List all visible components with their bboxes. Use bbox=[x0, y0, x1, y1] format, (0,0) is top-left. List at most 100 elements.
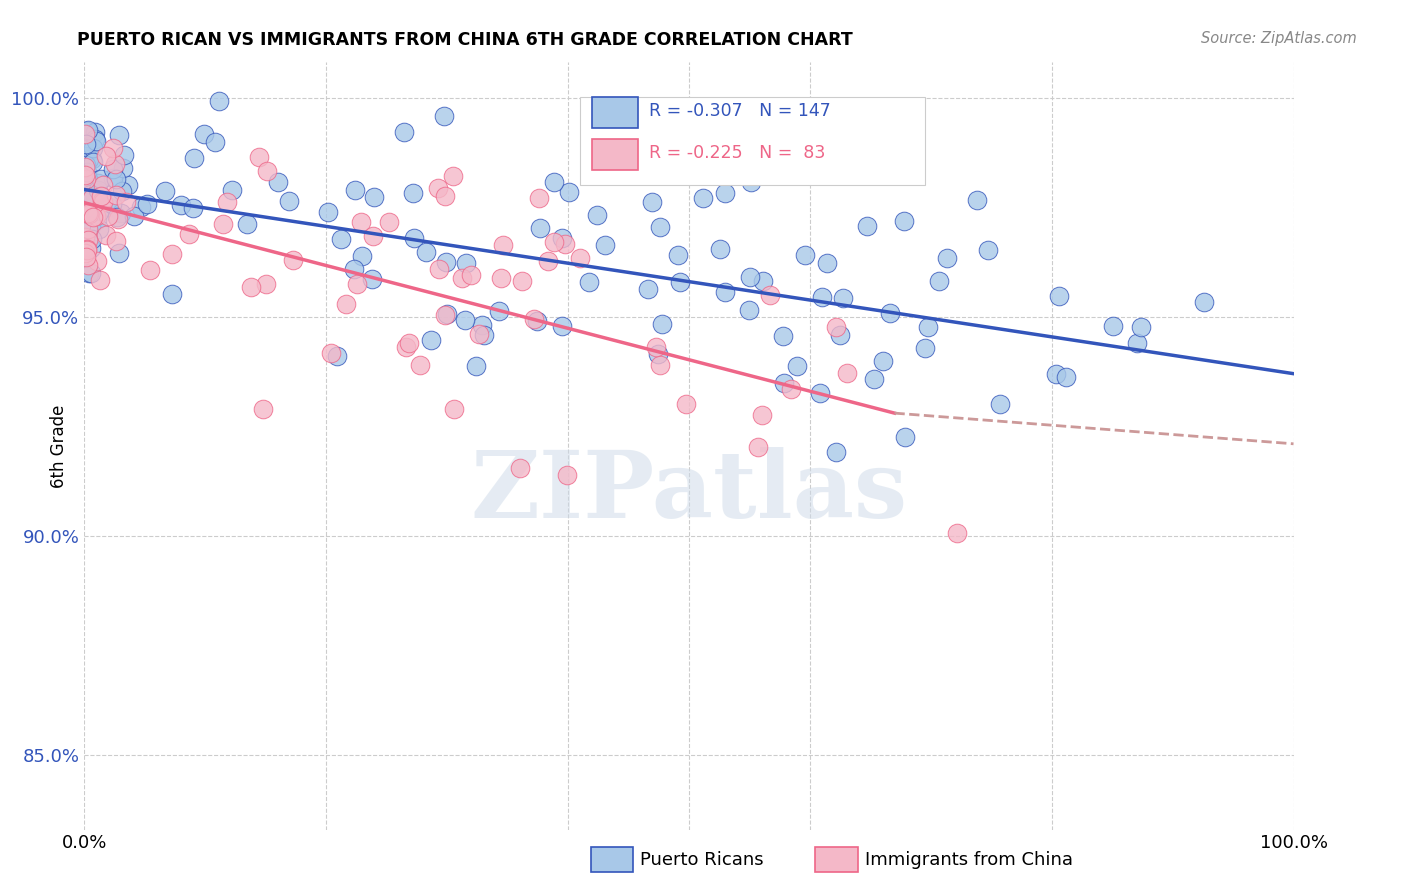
Point bbox=[204, 135, 226, 149]
Point bbox=[117, 178, 139, 193]
Point bbox=[714, 285, 737, 300]
Point bbox=[863, 372, 886, 386]
Point bbox=[773, 376, 796, 391]
Point bbox=[208, 94, 231, 108]
Point bbox=[650, 358, 672, 372]
Point bbox=[1047, 289, 1070, 303]
Point bbox=[76, 191, 98, 205]
Point bbox=[650, 219, 672, 234]
Point bbox=[94, 228, 117, 243]
Point bbox=[1101, 318, 1123, 333]
Point bbox=[277, 194, 299, 208]
Point bbox=[558, 186, 581, 200]
Point bbox=[578, 275, 600, 289]
Point bbox=[363, 228, 385, 243]
Point bbox=[221, 183, 243, 197]
Point bbox=[79, 194, 101, 208]
Point bbox=[346, 277, 368, 291]
Point bbox=[536, 254, 558, 268]
Point bbox=[554, 236, 576, 251]
Point bbox=[235, 217, 257, 231]
Point bbox=[110, 206, 132, 220]
Point bbox=[810, 290, 832, 304]
Point bbox=[73, 217, 96, 231]
Point bbox=[450, 270, 472, 285]
Point bbox=[73, 229, 96, 244]
Point bbox=[101, 170, 124, 185]
Point bbox=[87, 222, 110, 236]
Y-axis label: 6th Grade: 6th Grade bbox=[51, 404, 69, 488]
Point bbox=[772, 328, 794, 343]
Point bbox=[75, 127, 97, 141]
Point bbox=[75, 172, 97, 186]
Point bbox=[82, 141, 104, 155]
Point bbox=[80, 241, 103, 255]
Point bbox=[692, 191, 714, 205]
Text: Source: ZipAtlas.com: Source: ZipAtlas.com bbox=[1201, 31, 1357, 46]
Point bbox=[115, 194, 138, 209]
Point bbox=[551, 319, 574, 334]
Point bbox=[443, 169, 465, 184]
Point bbox=[267, 175, 290, 189]
Point bbox=[124, 209, 146, 223]
Point bbox=[977, 243, 1000, 257]
Point bbox=[928, 274, 950, 288]
Point bbox=[281, 253, 304, 268]
Point bbox=[675, 397, 697, 411]
Point bbox=[409, 359, 432, 373]
Point bbox=[101, 141, 124, 155]
Point bbox=[872, 353, 894, 368]
Point bbox=[543, 235, 565, 250]
Point bbox=[247, 150, 270, 164]
Point bbox=[101, 161, 124, 176]
Point bbox=[640, 194, 662, 209]
Point bbox=[73, 168, 96, 182]
Point bbox=[86, 213, 108, 227]
Point bbox=[89, 205, 111, 219]
Point bbox=[551, 231, 574, 245]
Point bbox=[77, 207, 100, 221]
Point bbox=[239, 280, 262, 294]
Point bbox=[468, 327, 491, 342]
Point bbox=[402, 231, 425, 245]
Point bbox=[465, 359, 488, 374]
Point bbox=[1126, 336, 1149, 351]
Point bbox=[1045, 367, 1067, 381]
Point bbox=[76, 205, 98, 219]
Point bbox=[666, 247, 689, 261]
Point bbox=[856, 219, 879, 233]
Point bbox=[183, 152, 205, 166]
Point bbox=[434, 308, 457, 322]
Point bbox=[460, 268, 482, 282]
Point bbox=[527, 190, 550, 204]
Point bbox=[946, 526, 969, 541]
Point bbox=[824, 319, 846, 334]
Text: R = -0.225   N =  83: R = -0.225 N = 83 bbox=[650, 144, 825, 162]
Point bbox=[427, 181, 450, 195]
Point bbox=[893, 214, 915, 228]
Point bbox=[472, 327, 495, 342]
Point bbox=[808, 386, 831, 401]
Point bbox=[107, 210, 129, 224]
FancyBboxPatch shape bbox=[581, 97, 925, 186]
Point bbox=[84, 132, 107, 146]
Text: R = -0.307   N = 147: R = -0.307 N = 147 bbox=[650, 102, 831, 120]
Point bbox=[91, 194, 114, 209]
Point bbox=[780, 382, 803, 396]
Point bbox=[136, 197, 159, 211]
Point bbox=[73, 173, 96, 187]
Point bbox=[82, 232, 104, 246]
Point bbox=[80, 219, 103, 234]
Point bbox=[76, 165, 98, 179]
Point bbox=[75, 160, 97, 174]
Text: ZIPatlas: ZIPatlas bbox=[471, 447, 907, 537]
Point bbox=[434, 189, 457, 203]
Point bbox=[107, 212, 129, 227]
Point bbox=[740, 269, 762, 284]
Point bbox=[319, 346, 342, 360]
Point bbox=[610, 158, 633, 172]
Point bbox=[76, 207, 98, 221]
Point bbox=[193, 127, 215, 141]
Text: PUERTO RICAN VS IMMIGRANTS FROM CHINA 6TH GRADE CORRELATION CHART: PUERTO RICAN VS IMMIGRANTS FROM CHINA 6T… bbox=[77, 31, 853, 49]
Point bbox=[212, 217, 235, 231]
